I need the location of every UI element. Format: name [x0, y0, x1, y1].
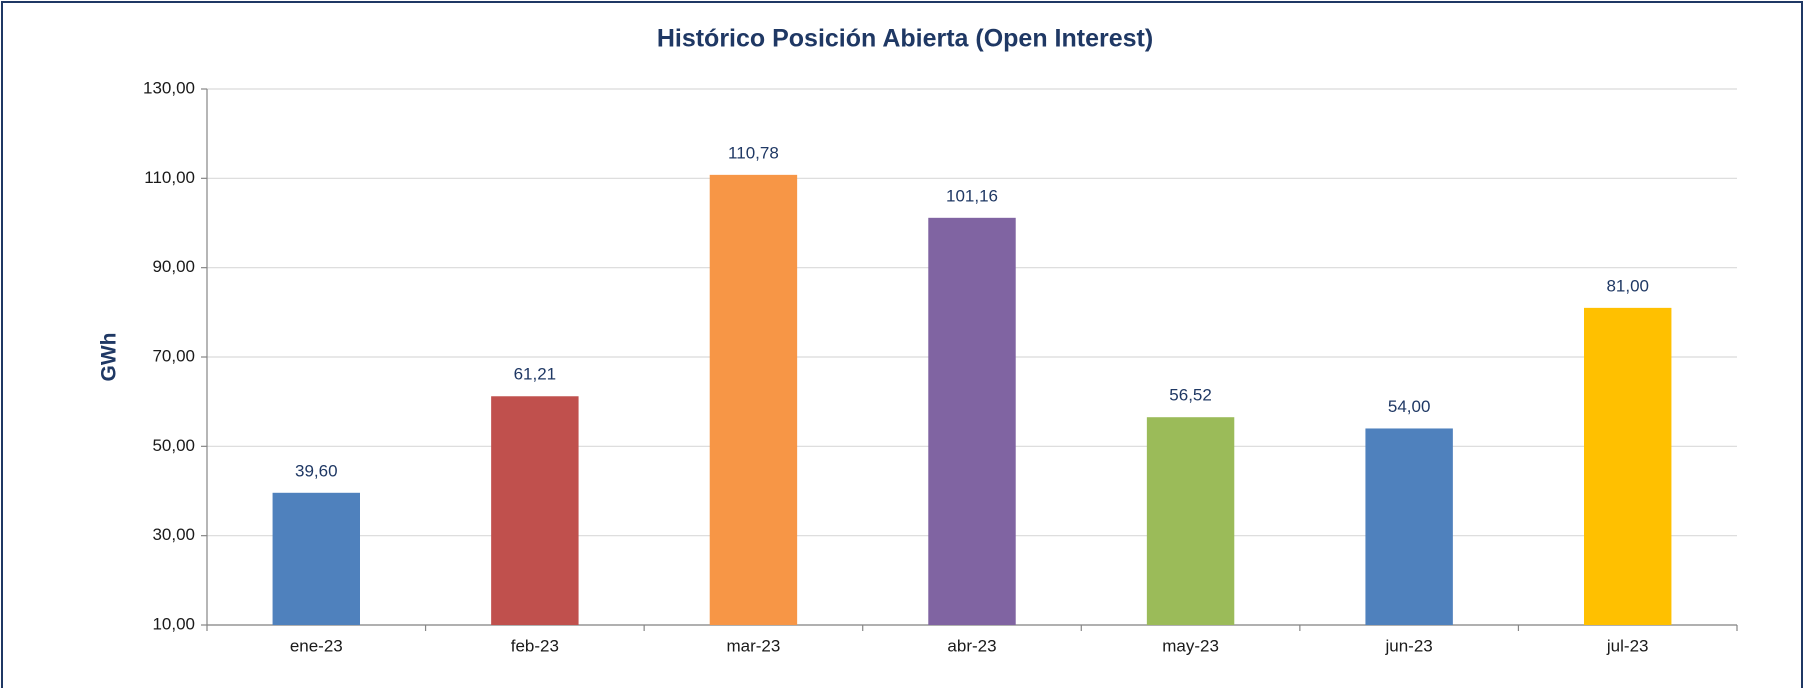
bar: [1365, 428, 1453, 625]
data-label: 101,16: [946, 186, 998, 205]
data-label: 61,21: [514, 365, 557, 384]
data-label: 54,00: [1388, 397, 1431, 416]
bar: [272, 492, 360, 625]
y-tick-label: 70,00: [152, 346, 195, 365]
y-tick-label: 30,00: [152, 525, 195, 544]
bar: [491, 396, 579, 625]
y-tick-label: 130,00: [143, 78, 195, 97]
x-tick-label: feb-23: [511, 636, 559, 655]
x-tick-label: jul-23: [1606, 636, 1649, 655]
chart-title: Histórico Posición Abierta (Open Interes…: [657, 25, 1153, 53]
x-tick-label: ene-23: [290, 636, 343, 655]
bar: [928, 217, 1016, 625]
bar: [1584, 307, 1672, 625]
data-label: 39,60: [295, 461, 338, 480]
y-tick-label: 10,00: [152, 614, 195, 633]
x-tick-label: mar-23: [726, 636, 780, 655]
y-tick-label: 50,00: [152, 436, 195, 455]
x-tick-label: abr-23: [947, 636, 996, 655]
data-label: 110,78: [728, 143, 779, 162]
bar: [709, 174, 798, 625]
y-tick-label: 110,00: [144, 168, 195, 187]
data-label: 56,52: [1169, 386, 1212, 405]
y-axis-label: GWh: [98, 333, 121, 382]
data-label: 81,00: [1606, 276, 1649, 295]
x-tick-label: jun-23: [1385, 636, 1433, 655]
bar: [1146, 417, 1235, 625]
x-tick-label: may-23: [1162, 636, 1219, 655]
y-tick-label: 90,00: [152, 257, 195, 276]
